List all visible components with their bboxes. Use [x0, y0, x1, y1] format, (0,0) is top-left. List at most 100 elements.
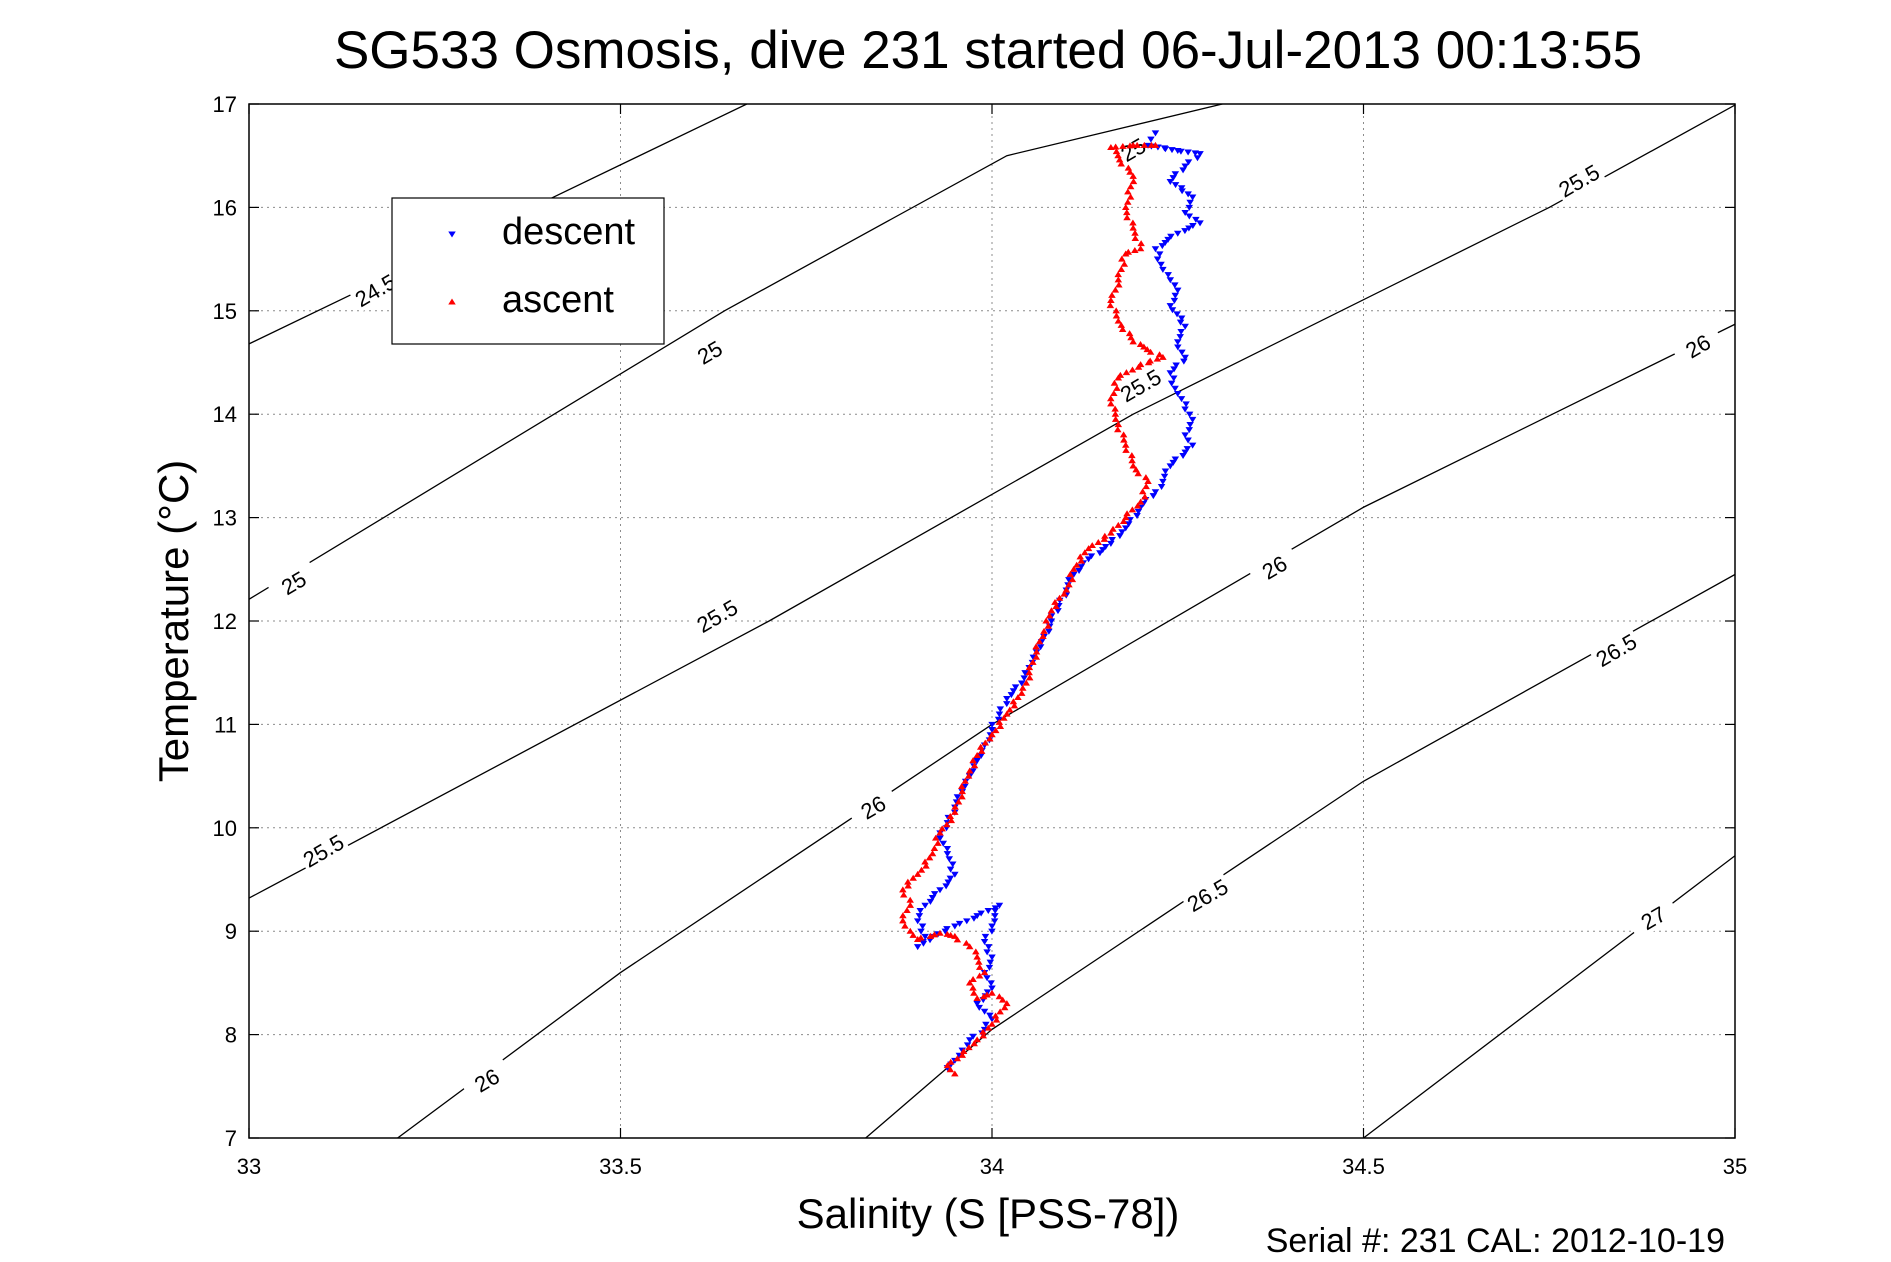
ascent-point [973, 751, 981, 758]
ascent-point [965, 979, 974, 986]
descent-point [1177, 328, 1185, 335]
descent-point [980, 1008, 989, 1015]
descent-legend-marker [448, 231, 456, 238]
ascent-point [1131, 247, 1139, 254]
descent-point [1168, 147, 1176, 154]
ascent-point [964, 772, 973, 779]
ascent-point [1129, 219, 1137, 226]
descent-point [945, 856, 954, 863]
descent-point [1164, 236, 1172, 243]
descent-point [1169, 175, 1177, 182]
descent-point [1157, 261, 1165, 268]
descent-point [1009, 688, 1018, 695]
ascent-point [969, 984, 977, 991]
ascent-point [1127, 334, 1135, 341]
descent-point [1178, 349, 1186, 356]
y-tick-label: 16 [213, 195, 237, 220]
ascent-point [1109, 525, 1117, 532]
legend: descent ascent [391, 197, 665, 345]
descent-point [1099, 547, 1107, 554]
descent-point [1171, 171, 1180, 178]
descent-point [951, 923, 959, 930]
descent-point [990, 918, 999, 925]
ascent-point [1115, 281, 1123, 288]
ascent-point [1114, 421, 1123, 428]
descent-point [1096, 550, 1104, 557]
ascent-point [1032, 653, 1041, 660]
descent-point [1193, 155, 1202, 162]
descent-point [1169, 459, 1177, 466]
descent-point [1179, 453, 1187, 460]
ascent-point [1126, 183, 1135, 190]
descent-point [919, 940, 928, 947]
ascent-point [1123, 510, 1131, 517]
ascent-point [901, 922, 909, 929]
descent-point [1177, 396, 1186, 403]
ascent-point [1076, 553, 1084, 560]
descent-point [1178, 188, 1186, 195]
descent-point [995, 902, 1004, 909]
ascent-point [1131, 229, 1139, 236]
descent-point [1003, 696, 1011, 702]
data-series [899, 130, 1204, 1077]
descent-point [1118, 529, 1126, 536]
descent-point [1020, 675, 1028, 682]
ascent-point [998, 996, 1007, 1003]
ascent-point [1108, 291, 1116, 298]
descent-point [1181, 210, 1189, 217]
ascent-point [1112, 148, 1121, 155]
ascent-point [1072, 561, 1081, 568]
descent-point [1147, 136, 1155, 143]
descent-point [1107, 540, 1115, 547]
descent-point [1174, 344, 1182, 351]
ascent-point [906, 901, 915, 908]
descent-point [991, 907, 999, 914]
ascent-point [1107, 297, 1115, 304]
ascent-point [1035, 638, 1044, 645]
descent-point [1188, 442, 1197, 449]
descent-point [1188, 416, 1197, 423]
ascent-point [1065, 581, 1073, 588]
descent-point [988, 954, 996, 961]
descent-point [1176, 319, 1185, 326]
ascent-point [925, 854, 934, 861]
ascent-point [913, 936, 922, 943]
ascent-point [1129, 172, 1137, 179]
isopycnal-line [249, 104, 1735, 899]
ascent-point [1052, 603, 1060, 610]
ascent-point [899, 886, 907, 893]
ascent-point [1138, 488, 1147, 495]
descent-point [1173, 311, 1181, 318]
ascent-point [1153, 355, 1162, 362]
descent-point [1170, 375, 1178, 382]
ascent-point [992, 727, 1000, 734]
ascent-point [965, 767, 974, 774]
ascent-point [1136, 340, 1145, 347]
ascent-point [1014, 694, 1022, 701]
descent-point [1174, 390, 1182, 397]
descent-point [1151, 489, 1160, 496]
ascent-point [1118, 255, 1126, 262]
x-axis-label: Salinity (S [PSS-78]) [797, 1190, 1180, 1237]
isopycnal-label-mask [1588, 625, 1643, 673]
descent-point [1181, 449, 1189, 456]
legend-box [391, 197, 665, 345]
descent-point [944, 879, 952, 886]
ascent-point [969, 976, 977, 982]
ascent-point [1055, 594, 1064, 601]
descent-point [1159, 266, 1167, 273]
descent-point [988, 721, 996, 728]
ascent-point [1009, 698, 1018, 705]
descent-point [986, 959, 995, 966]
ascent-point [947, 817, 956, 824]
ascent-point [1144, 477, 1152, 484]
ascent-point [903, 907, 911, 914]
ascent-point [1069, 565, 1078, 572]
descent-point [916, 907, 924, 914]
ascent-point [979, 1028, 987, 1035]
descent-point [1167, 380, 1176, 387]
descent-point [1166, 463, 1175, 470]
descent-point [1181, 163, 1189, 170]
descent-point [1108, 537, 1116, 544]
ascent-point [983, 991, 991, 998]
